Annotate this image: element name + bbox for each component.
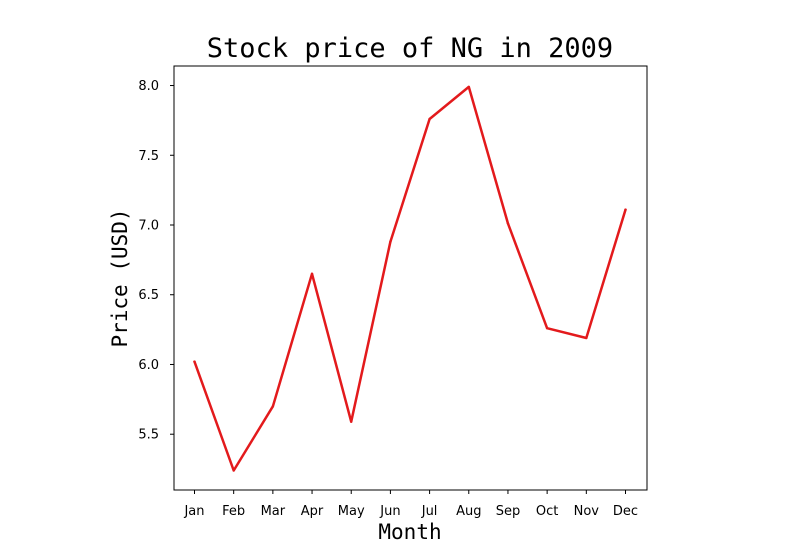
- x-tick-label: Feb: [222, 504, 245, 519]
- y-tick-label: 5.5: [138, 428, 159, 443]
- y-axis-label: Price (USD): [108, 208, 132, 347]
- x-tick-label: Jul: [421, 504, 438, 519]
- x-axis-label: Month: [378, 520, 441, 544]
- y-axis: 5.5 6.0 6.5 7.0 7.5 8.0: [138, 79, 174, 443]
- data-point: [350, 420, 353, 423]
- series-line: [193, 85, 627, 472]
- y-tick-label: 7.5: [138, 149, 159, 164]
- y-tick-label: 8.0: [138, 79, 159, 94]
- data-point: [310, 272, 314, 276]
- data-point: [585, 336, 588, 340]
- y-tick-label: 7.0: [138, 219, 159, 234]
- data-point: [467, 85, 470, 89]
- x-tick-label: Jun: [379, 504, 400, 519]
- x-axis: Jan Feb Mar Apr May Jun Jul Aug Sep Oct Nov Dec: [183, 490, 638, 519]
- data-point: [232, 469, 235, 472]
- x-tick-label: Sep: [496, 504, 521, 519]
- x-tick-label: Dec: [613, 504, 638, 519]
- data-point: [271, 405, 275, 408]
- x-tick-label: Nov: [574, 504, 600, 519]
- data-point: [389, 240, 392, 243]
- x-tick-label: Oct: [536, 504, 558, 519]
- data-point: [506, 222, 510, 225]
- x-tick-label: Jan: [183, 504, 204, 519]
- data-point: [624, 208, 627, 211]
- plot-area: [173, 65, 648, 491]
- y-tick-label: 6.5: [138, 288, 159, 303]
- x-tick-label: Apr: [301, 504, 324, 519]
- data-point: [545, 327, 549, 330]
- x-tick-label: May: [338, 504, 365, 519]
- chart-title: Stock price of NG in 2009: [207, 33, 613, 64]
- data-point: [193, 360, 196, 363]
- x-tick-label: Mar: [261, 504, 286, 519]
- x-tick-label: Aug: [456, 504, 481, 519]
- data-point: [428, 117, 431, 121]
- y-tick-label: 6.0: [138, 358, 159, 373]
